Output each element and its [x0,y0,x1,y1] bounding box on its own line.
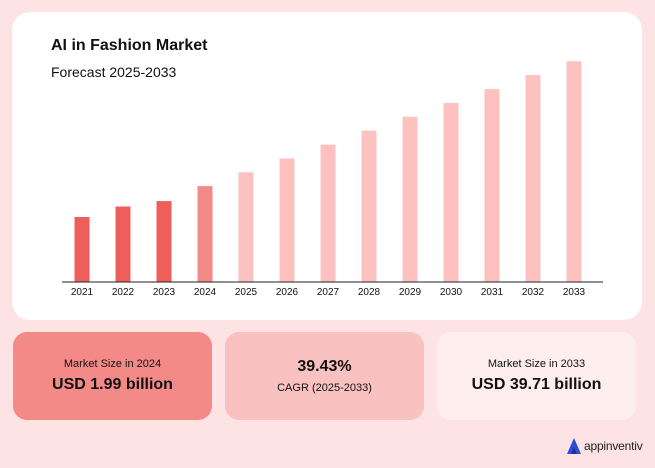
x-tick-label: 2027 [317,287,340,298]
x-tick-label: 2025 [235,287,258,298]
x-tick-label: 2022 [112,287,135,298]
x-tick-label: 2030 [440,287,463,298]
bar-2028 [361,130,377,282]
bar-chart: 2021 2022 2023 2024 2025 2026 2027 2028 2029 2030… [62,61,603,298]
brand-name: appinventiv [584,439,643,453]
x-tick-label: 2024 [194,287,217,298]
market-size-2033-card: Market Size in 2033 USD 39.71 billion [437,332,636,420]
market-size-2033-value: USD 39.71 billion [471,376,602,393]
bar-2021 [74,217,90,282]
cagr-label: CAGR (2025-2033) [277,382,372,394]
bar-2023 [156,201,172,282]
x-tick-label: 2033 [563,287,586,298]
bar-2029 [402,116,418,282]
market-size-2024-value: USD 1.99 billion [52,376,173,393]
bar-2026 [279,158,295,282]
x-tick-label: 2026 [276,287,299,298]
bar-2031 [484,89,500,282]
x-tick-label: 2021 [71,287,94,298]
market-size-2033-label: Market Size in 2033 [487,358,586,370]
x-tick-label: 2032 [522,287,545,298]
bar-2024 [197,186,213,282]
cagr-value: 39.43% [297,358,352,375]
x-tick-label: 2028 [358,287,381,298]
x-tick-label: 2029 [399,287,422,298]
bar-2030 [443,103,459,282]
x-tick-label: 2031 [481,287,504,298]
bar-2025 [238,172,254,282]
chart-card: AI in Fashion Market Forecast 2025-2033 … [12,12,642,320]
bar-2032 [525,75,541,282]
chart-subtitle: Forecast 2025-2033 [51,64,177,80]
x-tick-label: 2023 [153,287,176,298]
bar-2022 [115,206,131,282]
brand-logo: appinventiv [566,437,643,455]
appinventiv-logo-icon [567,438,581,454]
market-size-2024-label: Market Size in 2024 [63,358,162,370]
bar-2027 [320,144,336,282]
cagr-card: 39.43% CAGR (2025-2033) [225,332,424,420]
market-size-2024-card: Market Size in 2024 USD 1.99 billion [13,332,212,420]
chart-title: AI in Fashion Market [51,37,208,54]
bar-2033 [566,61,582,283]
